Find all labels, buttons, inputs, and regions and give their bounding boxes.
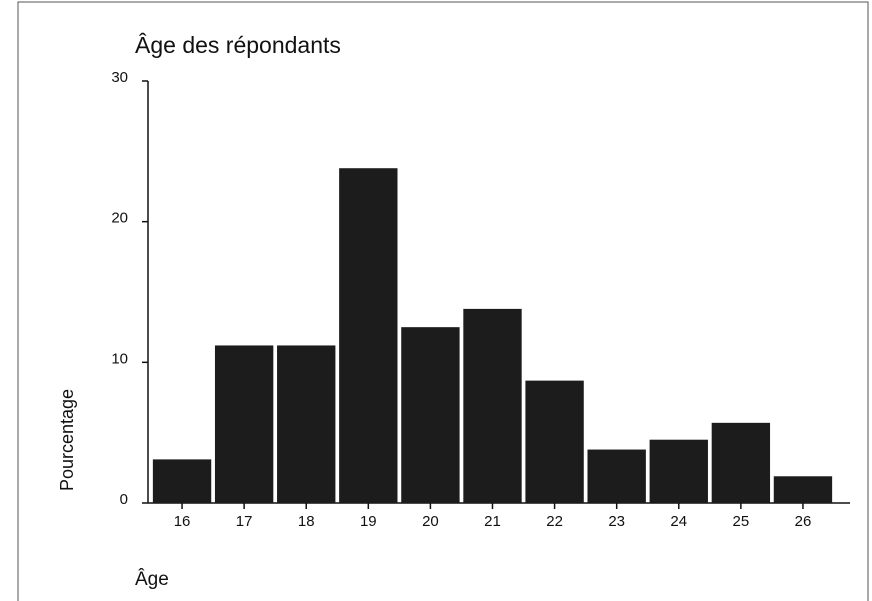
bar — [152, 459, 212, 503]
bar — [773, 476, 833, 503]
x-tick-label: 22 — [546, 513, 563, 530]
x-tick-label: 18 — [298, 513, 315, 530]
y-tick-label: 20 — [111, 210, 128, 227]
bar — [401, 327, 460, 503]
bar — [214, 345, 274, 503]
x-tick-label: 24 — [670, 513, 687, 530]
y-axis-label: Pourcentage — [57, 389, 77, 491]
y-tick-label: 30 — [111, 69, 128, 86]
bar — [587, 449, 646, 503]
x-axis-label: Âge — [135, 568, 169, 590]
bar — [525, 380, 584, 503]
x-tick-label: 25 — [733, 513, 750, 530]
chart-title: Âge des répondants — [135, 32, 341, 58]
x-tick-label: 26 — [795, 513, 812, 530]
x-tick-label: 19 — [360, 513, 377, 530]
x-tick-label: 21 — [484, 513, 501, 530]
x-tick-label: 20 — [422, 513, 439, 530]
bar — [711, 422, 771, 503]
y-tick-label: 10 — [111, 350, 128, 367]
x-tick-label: 16 — [174, 513, 191, 530]
frame — [17, 1, 869, 601]
bar — [339, 168, 398, 504]
x-tick-label: 17 — [236, 513, 253, 530]
bar — [277, 345, 336, 503]
bar — [463, 308, 522, 503]
y-tick-label: 0 — [120, 491, 128, 508]
x-tick-label: 23 — [608, 513, 625, 530]
bar — [649, 439, 708, 503]
